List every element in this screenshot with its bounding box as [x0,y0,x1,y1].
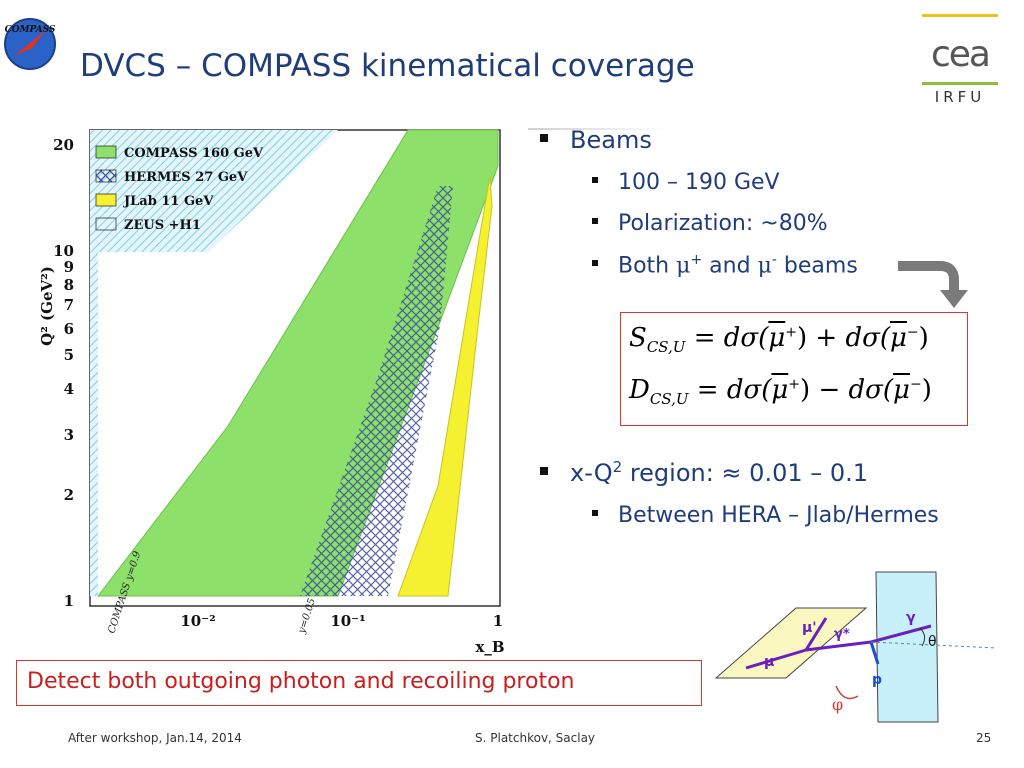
y-tick-7: 7 [64,296,74,314]
legend-swatch-compass [95,145,117,159]
x-axis-label: x_B [475,638,504,656]
sub-bullet-marker [592,218,598,224]
x-tick-1: 1 [493,612,503,630]
lepton-plane [714,607,868,679]
separator-line [528,128,668,130]
y-tick-10: 10 [53,242,74,260]
y-axis-ticks: 20 10 9 8 7 6 5 4 3 2 1 [53,136,74,610]
sub-bullet-energy-text: 100 – 190 GeV [618,170,780,195]
virtual-photon-line [805,640,872,652]
formula-d-cs-u: DCS,U = dσ(μ+) − dσ(μ−) [629,375,932,409]
y-tick-3: 3 [64,426,74,444]
y-tick-1: 1 [64,592,74,610]
legend-label-jlab: JLab 11 GeV [123,194,214,209]
callout-text: Detect both outgoing photon and recoilin… [27,669,575,694]
irfu-label: IRFU [934,88,986,106]
mu-plus-symbol: μ [676,253,691,279]
y-tick-5: 5 [64,346,74,364]
axis-line [870,641,997,649]
legend-swatch-jlab [95,193,117,207]
x-tick-0.1: 10⁻¹ [330,612,365,630]
curved-arrow-icon [896,256,968,310]
y-tick-2: 2 [64,486,74,504]
sub-bullet-polarization: Polarization: ~80% [592,211,828,236]
zeus-h1-top-region [90,130,338,252]
y-axis-label: Q² (GeV²) [38,266,56,346]
jlab-region [397,175,493,597]
beams-text: beams [776,253,858,279]
formula-s-cs-u: SCS,U = dσ(μ+) + dσ(μ−) [629,323,929,357]
zeus-h1-left-strip [90,252,98,596]
bullet-beams: Beams [540,126,652,154]
footer-author: S. Platchkov, Saclay [475,731,596,745]
label-gamma: γ [906,610,916,626]
label-phi: φ [832,695,843,714]
legend-label-hermes: HERMES 27 GeV [124,170,248,185]
legend-label-compass: COMPASS 160 GeV [124,146,264,161]
sub-bullet-marker [592,510,598,516]
xq-text: x-Q [570,459,613,487]
compass-logo-text: COMPASS [5,25,56,35]
hadron-plane [875,571,939,723]
kinematic-coverage-plot: 20 10 9 8 7 6 5 4 3 2 1 Q² (GeV²) 10⁻² 1… [38,126,518,666]
page-number: 25 [976,731,992,745]
label-mu: μ [764,654,774,670]
q-squared-sup: 2 [612,458,623,476]
label-gamma-star: γ* [834,627,850,642]
y-tick-4: 4 [64,380,74,398]
both-text: Both [618,253,677,279]
sub-bullet-marker [592,177,598,183]
legend-label-zeus: ZEUS +H1 [124,218,201,233]
dvcs-kinematics-diagram: μ' γ* γ θ μ p φ [706,568,1006,728]
incoming-muon-line [745,648,807,670]
sub-bullet-between-text: Between HERA – Jlab/Hermes [618,503,939,528]
phi-arc [835,685,859,700]
sub-bullet-polarization-text: Polarization: ~80% [618,211,828,236]
cea-irfu-logo: cea IRFU [922,14,998,106]
compass-logo: COMPASS [2,16,58,72]
mu-minus-sup: - [771,252,777,268]
callout-box: Detect both outgoing photon and recoilin… [16,660,702,706]
sub-bullet-both-beams: Both μ+ and μ- beams [592,252,858,278]
bullet-xq2-region: x-Q2 region: ≈ 0.01 – 0.1 [540,458,868,487]
hermes-region [300,186,453,596]
legend-swatch-zeus [95,217,117,231]
and-text: and [702,253,758,279]
mu-minus-symbol: μ [757,253,772,279]
y-tick-6: 6 [64,320,74,338]
plot-legend: COMPASS 160 GeV HERMES 27 GeV JLab 11 Ge… [95,145,264,233]
formula-box: SCS,U = dσ(μ+) + dσ(μ−) DCS,U = dσ(μ+) −… [620,312,968,426]
scattered-muon-line [804,617,828,651]
bullet-beams-text: Beams [570,126,652,154]
x-tick-0.01: 10⁻² [180,612,215,630]
region-text: region: ≈ 0.01 – 0.1 [622,459,869,487]
footer-event: After workshop, Jan.14, 2014 [68,731,242,745]
proton-line [869,641,880,665]
label-p: p [872,672,882,688]
theta-arc [919,627,926,647]
sub-bullet-energy: 100 – 190 GeV [592,170,780,195]
legend-swatch-hermes [95,169,117,183]
bullet-marker [540,134,548,142]
bullet-marker [540,467,548,475]
cea-mark: cea [931,34,989,75]
y-tick-8: 8 [64,276,74,294]
label-theta: θ [928,634,937,650]
y-tick-20: 20 [53,136,74,154]
mu-plus-sup: + [690,252,703,268]
y-tick-9: 9 [64,258,74,276]
sub-bullet-between: Between HERA – Jlab/Hermes [592,503,939,528]
slide-title: DVCS – COMPASS kinematical coverage [80,48,695,84]
sub-bullet-marker [592,260,598,267]
label-mu-prime: μ' [802,620,817,636]
